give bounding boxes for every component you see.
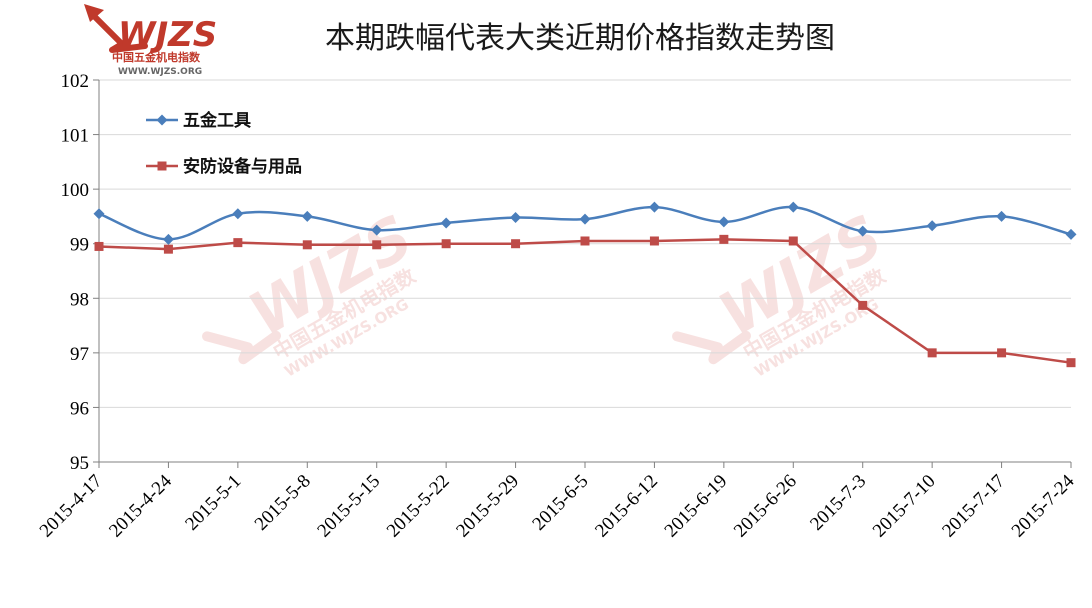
x-tick-label: 2015-5-15 xyxy=(313,471,384,542)
x-tick-label: 2015-5-1 xyxy=(181,471,245,535)
data-point xyxy=(162,233,174,245)
x-tick-label: 2015-6-12 xyxy=(591,471,662,542)
data-point xyxy=(510,212,522,224)
legend-item: 安防设备与用品 xyxy=(146,156,302,177)
data-point xyxy=(787,201,799,213)
logo-tagline: 中国五金机电指数 xyxy=(112,50,201,64)
legend-item: 五金工具 xyxy=(146,110,251,131)
logo-url: WWW.WJZS.ORG xyxy=(118,67,202,77)
data-point xyxy=(1066,358,1076,368)
x-tick-label: 2015-5-29 xyxy=(452,471,523,542)
y-tick-label: 97 xyxy=(70,344,89,365)
page-title: 本期跌幅代表大类近期价格指数走势图 xyxy=(325,21,835,56)
data-point xyxy=(579,213,591,225)
data-point xyxy=(511,239,521,249)
x-tick-label: 2015-7-24 xyxy=(1008,470,1079,541)
y-tick-label: 98 xyxy=(70,289,89,310)
data-point xyxy=(93,208,105,220)
series-0 xyxy=(93,201,1077,245)
data-point xyxy=(1065,228,1077,240)
data-point xyxy=(649,236,659,246)
legend-label: 五金工具 xyxy=(183,110,251,131)
logo-arrowhead-icon xyxy=(84,4,104,22)
x-tick-label: 2015-7-3 xyxy=(806,471,870,535)
data-point xyxy=(440,217,452,229)
x-tick-label: 2015-6-19 xyxy=(661,471,732,542)
data-point xyxy=(301,210,313,222)
x-tick-label: 2015-5-22 xyxy=(383,471,454,542)
x-tick-label: 2015-7-10 xyxy=(869,471,940,542)
gridlines xyxy=(99,79,1071,408)
x-tick-label: 2015-6-5 xyxy=(528,471,592,535)
legend-marker xyxy=(157,161,167,171)
legend-marker xyxy=(156,114,168,126)
logo: WJZS 中国五金机电指数 WWW.WJZS.ORG xyxy=(84,4,217,77)
x-tick-label: 2015-5-8 xyxy=(251,471,315,535)
data-point xyxy=(927,348,937,358)
data-point xyxy=(997,348,1007,358)
watermark-left: WJZS 中国五金机电指数 WWW.WJZS.ORG xyxy=(202,202,425,381)
data-point xyxy=(441,239,451,249)
x-tick-label: 2015-4-17 xyxy=(36,471,107,542)
data-point xyxy=(94,241,104,251)
y-tick-label: 96 xyxy=(70,398,89,419)
data-point xyxy=(232,208,244,220)
series xyxy=(93,201,1077,368)
data-point xyxy=(926,220,938,232)
data-point xyxy=(372,240,382,250)
x-tick-label: 2015-4-24 xyxy=(105,470,176,541)
y-tick-label: 95 xyxy=(70,453,89,474)
data-point xyxy=(857,225,869,237)
logo-wordmark: WJZS xyxy=(118,15,217,55)
data-point xyxy=(648,201,660,213)
x-tick-label: 2015-6-26 xyxy=(730,471,801,542)
data-point xyxy=(719,234,729,244)
legend-label: 安防设备与用品 xyxy=(183,156,302,177)
data-point xyxy=(718,216,730,228)
data-point xyxy=(858,300,868,310)
data-point xyxy=(996,210,1008,222)
data-point xyxy=(788,236,798,246)
logo-arrow-icon xyxy=(89,11,148,53)
y-tick-label: 99 xyxy=(70,235,89,256)
series-1 xyxy=(94,234,1076,368)
data-point xyxy=(163,244,173,254)
y-tick-label: 101 xyxy=(61,126,90,147)
x-tick-label: 2015-7-17 xyxy=(938,471,1009,542)
y-tick-label: 100 xyxy=(61,180,90,201)
data-point xyxy=(233,238,243,248)
data-point xyxy=(580,236,590,246)
y-tick-label: 102 xyxy=(61,71,90,92)
data-point xyxy=(302,240,312,250)
data-point xyxy=(371,224,383,236)
